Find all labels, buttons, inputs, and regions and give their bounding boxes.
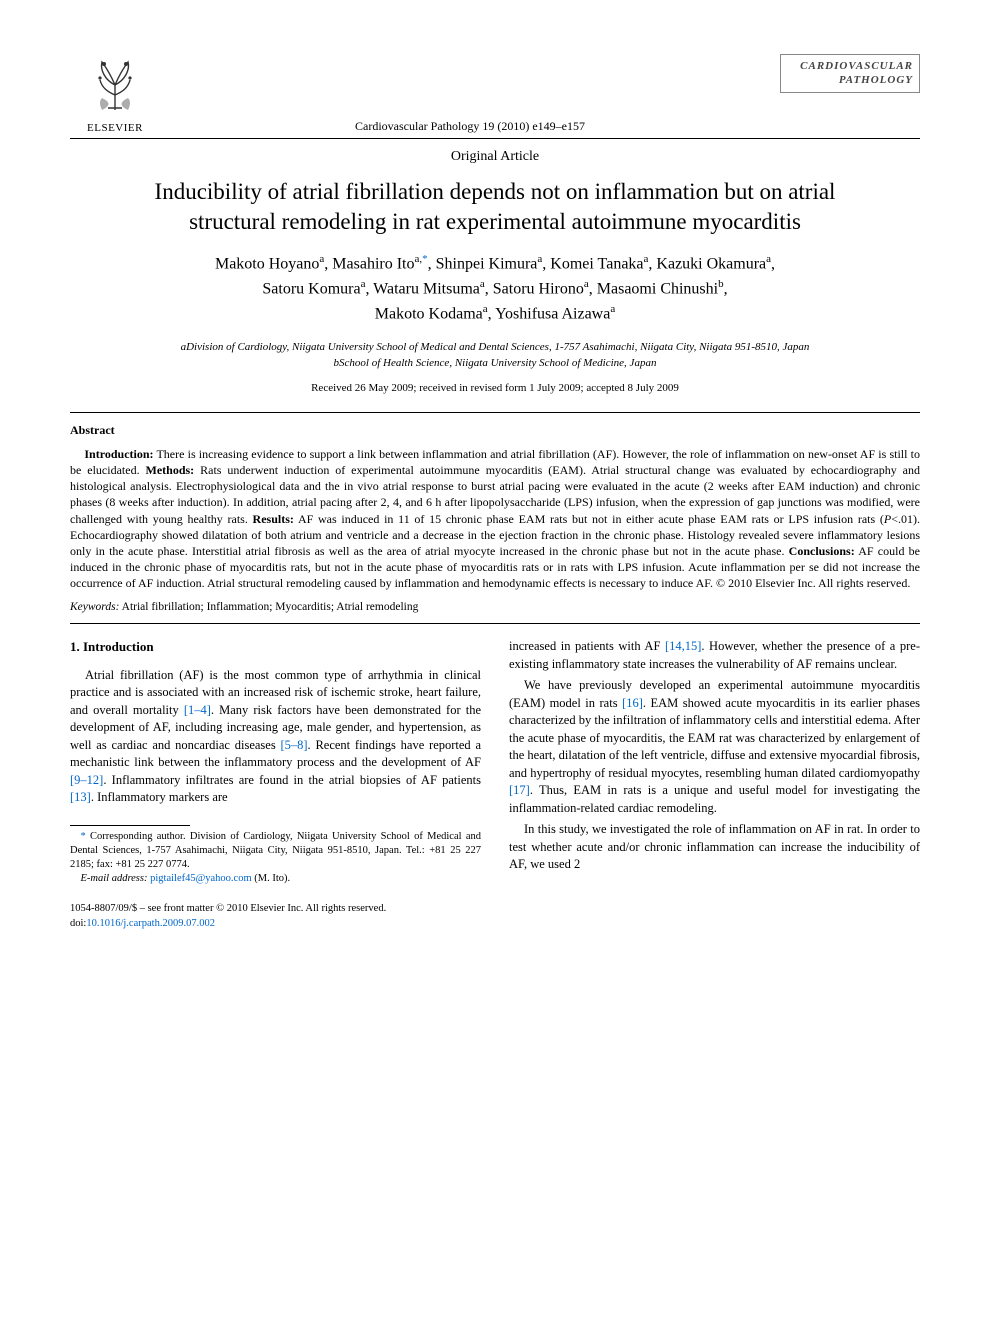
- author-name: Makoto Hoyano: [215, 255, 319, 272]
- doi-link[interactable]: 10.1016/j.carpath.2009.07.002: [86, 918, 215, 929]
- body-text: . Inflammatory markers are: [91, 790, 228, 804]
- citation-link[interactable]: [17]: [509, 783, 530, 797]
- citation-link[interactable]: [13]: [70, 790, 91, 804]
- article-title: Inducibility of atrial fibrillation depe…: [70, 177, 920, 237]
- publisher-name: ELSEVIER: [87, 122, 143, 134]
- affiliation-b: bSchool of Health Science, Niigata Unive…: [70, 355, 920, 372]
- section-1-title: 1. Introduction: [70, 638, 481, 656]
- email-after: (M. Ito).: [252, 873, 291, 884]
- email-label: E-mail address:: [81, 873, 148, 884]
- copyright-block: 1054-8807/09/$ – see front matter © 2010…: [70, 902, 481, 930]
- copyright-line: 1054-8807/09/$ – see front matter © 2010…: [70, 902, 481, 916]
- journal-logo-text: CARDIOVASCULAR PATHOLOGY: [780, 54, 920, 93]
- author-name: , Masahiro Ito: [324, 255, 414, 272]
- abstract-intro-label: Introduction:: [84, 447, 153, 461]
- left-column: 1. Introduction Atrial fibrillation (AF)…: [70, 638, 481, 930]
- author-affil-sup: a: [610, 303, 615, 315]
- author-name: , Masaomi Chinushi: [589, 280, 718, 297]
- author-name: , Satoru Hirono: [485, 280, 584, 297]
- title-line-1: Inducibility of atrial fibrillation depe…: [155, 179, 836, 204]
- body-text: . Inflammatory infiltrates are found in …: [103, 773, 481, 787]
- abstract-results-text: AF was induced in 11 of 15 chronic phase…: [294, 512, 884, 526]
- journal-logo-line1: CARDIOVASCULAR: [800, 60, 913, 72]
- intro-paragraph-2: We have previously developed an experime…: [509, 677, 920, 817]
- article-dates: Received 26 May 2009; received in revise…: [70, 382, 920, 394]
- elsevier-tree-icon: [80, 50, 150, 120]
- body-text: . Thus, EAM in rats is a unique and usef…: [509, 783, 920, 815]
- abstract-bottom-rule: [70, 623, 920, 624]
- article-type: Original Article: [70, 149, 920, 165]
- corresponding-footnote: * Corresponding author. Division of Card…: [70, 830, 481, 873]
- citation-link[interactable]: [14,15]: [665, 639, 701, 653]
- keywords-text: Atrial fibrillation; Inflammation; Myoca…: [119, 601, 418, 613]
- author-affil-sup: a,: [415, 253, 423, 265]
- abstract-methods-label: Methods:: [146, 463, 195, 477]
- email-link[interactable]: pigtailef45@yahoo.com: [147, 873, 251, 884]
- journal-reference: Cardiovascular Pathology 19 (2010) e149–…: [160, 63, 780, 134]
- abstract-body: Introduction: There is increasing eviden…: [70, 446, 920, 592]
- author-name: , Shinpei Kimura: [428, 255, 538, 272]
- body-text: In this study, we investigated the role …: [509, 822, 920, 871]
- citation-link[interactable]: [16]: [622, 696, 643, 710]
- author-name: Satoru Komura: [262, 280, 360, 297]
- header-rule: [70, 138, 920, 139]
- footnote-text: Corresponding author. Division of Cardio…: [70, 831, 481, 870]
- affiliation-a: aDivision of Cardiology, Niigata Univers…: [70, 339, 920, 356]
- affiliations-block: aDivision of Cardiology, Niigata Univers…: [70, 339, 920, 372]
- intro-paragraph-1-cont: increased in patients with AF [14,15]. H…: [509, 638, 920, 673]
- header-row: ELSEVIER Cardiovascular Pathology 19 (20…: [70, 50, 920, 134]
- keywords-label: Keywords:: [70, 601, 119, 613]
- author-name: Makoto Kodama: [375, 306, 483, 323]
- footnote-rule: [70, 825, 190, 826]
- intro-paragraph-1: Atrial fibrillation (AF) is the most com…: [70, 667, 481, 807]
- author-name: , Komei Tanaka: [542, 255, 643, 272]
- journal-logo-line2: PATHOLOGY: [839, 74, 913, 86]
- intro-paragraph-3: In this study, we investigated the role …: [509, 821, 920, 874]
- citation-link[interactable]: [9–12]: [70, 773, 103, 787]
- abstract-top-rule: [70, 412, 920, 413]
- abstract-concl-label: Conclusions:: [789, 544, 855, 558]
- page-container: ELSEVIER Cardiovascular Pathology 19 (20…: [0, 0, 990, 971]
- author-name: , Yoshifusa Aizawa: [488, 306, 611, 323]
- comma: ,: [771, 255, 775, 272]
- citation-link[interactable]: [5–8]: [280, 738, 307, 752]
- comma: ,: [724, 280, 728, 297]
- publisher-logo-block: ELSEVIER: [70, 50, 160, 134]
- doi-prefix: doi:: [70, 918, 86, 929]
- abstract-heading: Abstract: [70, 423, 920, 438]
- doi-line: doi:10.1016/j.carpath.2009.07.002: [70, 917, 481, 931]
- author-name: , Kazuki Okamura: [648, 255, 766, 272]
- title-line-2: structural remodeling in rat experimenta…: [189, 209, 801, 234]
- keywords-line: Keywords: Atrial fibrillation; Inflammat…: [70, 601, 920, 613]
- right-column: increased in patients with AF [14,15]. H…: [509, 638, 920, 930]
- body-columns: 1. Introduction Atrial fibrillation (AF)…: [70, 638, 920, 930]
- author-name: , Wataru Mitsuma: [365, 280, 479, 297]
- journal-logo-block: CARDIOVASCULAR PATHOLOGY: [780, 50, 920, 93]
- authors-block: Makoto Hoyanoa, Masahiro Itoa,*, Shinpei…: [90, 251, 900, 327]
- citation-link[interactable]: [1–4]: [184, 703, 211, 717]
- body-text: increased in patients with AF: [509, 639, 665, 653]
- abstract-results-label: Results:: [253, 512, 294, 526]
- email-footnote: E-mail address: pigtailef45@yahoo.com (M…: [70, 872, 481, 886]
